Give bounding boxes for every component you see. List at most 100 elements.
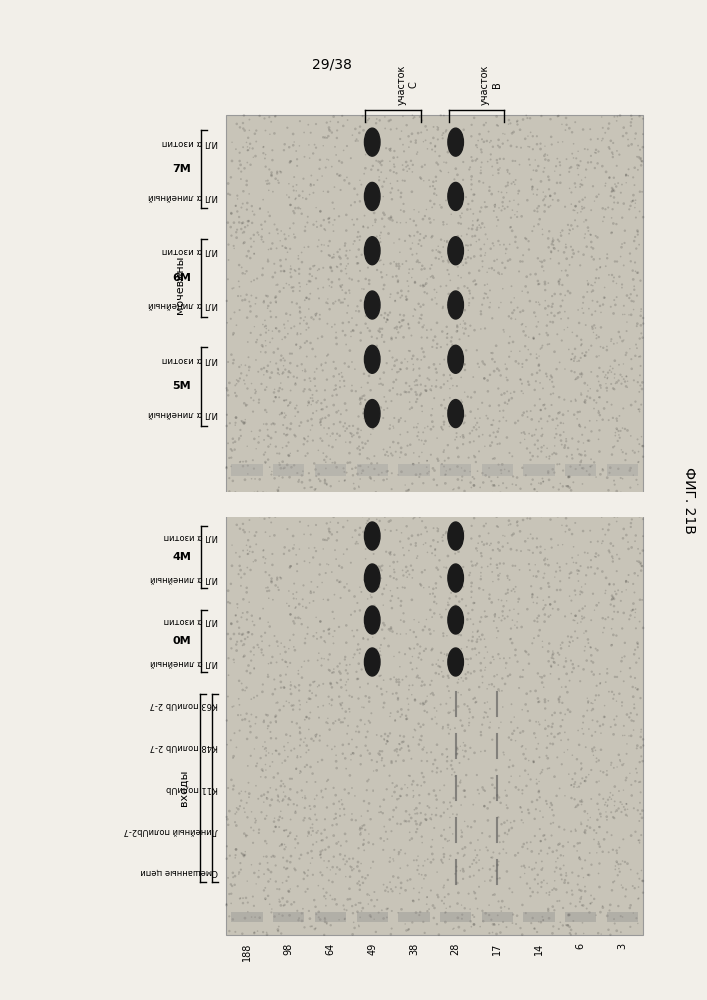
Point [637, 528, 648, 544]
Point [316, 650, 327, 666]
Point [388, 554, 399, 570]
Point [513, 183, 525, 199]
Point [520, 278, 531, 294]
Point [489, 238, 500, 254]
Point [498, 598, 509, 614]
Point [466, 589, 477, 605]
Point [228, 238, 240, 254]
Point [262, 298, 274, 314]
Point [319, 888, 330, 904]
Point [317, 410, 328, 426]
Point [614, 330, 626, 346]
Point [301, 774, 312, 790]
Point [573, 868, 584, 884]
Point [286, 686, 297, 702]
Point [489, 613, 500, 629]
Point [418, 769, 429, 785]
Point [628, 169, 639, 185]
Point [312, 172, 323, 188]
Point [419, 230, 430, 246]
Point [328, 368, 339, 384]
Point [356, 808, 367, 824]
Point [497, 603, 508, 619]
Point [521, 269, 532, 285]
Point [489, 450, 500, 466]
Point [355, 394, 366, 410]
Point [445, 617, 457, 633]
Point [394, 258, 405, 274]
Ellipse shape [448, 606, 464, 634]
Point [537, 809, 549, 825]
Point [223, 817, 234, 833]
Point [299, 788, 310, 804]
Ellipse shape [365, 128, 380, 156]
Point [487, 451, 498, 467]
Point [322, 296, 334, 312]
Point [484, 537, 496, 553]
Point [423, 786, 435, 802]
Point [255, 344, 267, 360]
Point [250, 536, 262, 552]
Point [296, 474, 308, 490]
Point [535, 580, 547, 596]
Point [628, 271, 639, 287]
Point [237, 926, 248, 942]
Point [368, 205, 380, 221]
Point [636, 558, 648, 574]
Point [620, 347, 631, 363]
Point [233, 373, 244, 389]
Point [375, 637, 387, 653]
Point [445, 370, 457, 386]
Point [253, 435, 264, 451]
Point [629, 700, 640, 716]
Point [426, 744, 437, 760]
Point [290, 428, 301, 444]
Point [443, 266, 455, 282]
Point [547, 230, 559, 246]
Point [352, 875, 363, 891]
Point [300, 630, 311, 646]
Text: ИЛ α линейный: ИЛ α линейный [150, 574, 218, 582]
Point [628, 302, 639, 318]
Point [599, 709, 610, 725]
Point [273, 789, 284, 805]
Point [607, 787, 619, 803]
Point [364, 469, 375, 485]
Point [264, 567, 275, 583]
Point [489, 790, 500, 806]
Point [308, 674, 319, 690]
Point [566, 883, 578, 899]
Point [546, 531, 557, 547]
Point [491, 560, 503, 576]
Point [440, 560, 452, 576]
Point [546, 397, 557, 413]
Point [611, 113, 622, 129]
Point [250, 814, 261, 830]
Point [489, 606, 501, 622]
Point [318, 853, 329, 869]
Point [539, 138, 551, 154]
Point [358, 631, 369, 647]
Point [538, 263, 549, 279]
Point [489, 780, 501, 796]
Point [274, 284, 286, 300]
Point [321, 515, 332, 531]
Point [510, 916, 522, 932]
Point [275, 375, 286, 391]
Point [459, 783, 470, 799]
Point [455, 293, 466, 309]
Point [545, 386, 556, 402]
Point [329, 316, 341, 332]
Point [563, 341, 575, 357]
Point [257, 337, 268, 353]
Point [617, 369, 628, 385]
Point [246, 198, 257, 214]
Point [464, 265, 475, 281]
Point [290, 831, 301, 847]
Point [338, 418, 349, 434]
Point [320, 355, 332, 371]
Point [256, 361, 267, 377]
Point [570, 198, 581, 214]
Point [436, 609, 447, 625]
Point [300, 730, 311, 746]
